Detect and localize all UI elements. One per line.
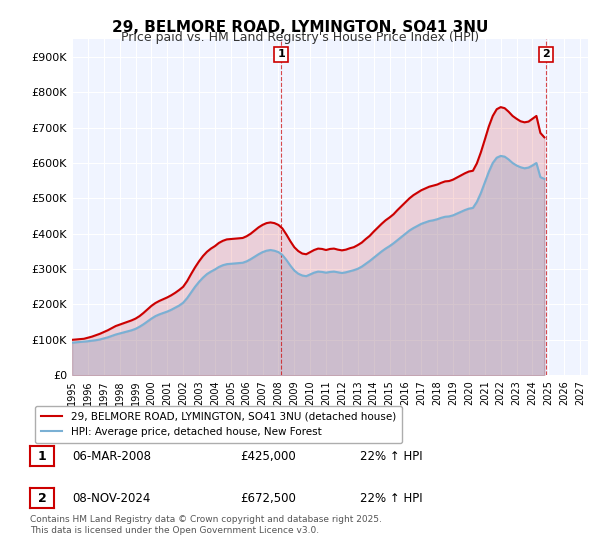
Legend: 29, BELMORE ROAD, LYMINGTON, SO41 3NU (detached house), HPI: Average price, deta: 29, BELMORE ROAD, LYMINGTON, SO41 3NU (d… (35, 405, 402, 444)
Text: 22% ↑ HPI: 22% ↑ HPI (360, 492, 422, 505)
Text: £672,500: £672,500 (240, 492, 296, 505)
Text: Price paid vs. HM Land Registry's House Price Index (HPI): Price paid vs. HM Land Registry's House … (121, 31, 479, 44)
Text: 1: 1 (38, 450, 46, 463)
Text: 1: 1 (277, 49, 285, 59)
Text: Contains HM Land Registry data © Crown copyright and database right 2025.
This d: Contains HM Land Registry data © Crown c… (30, 515, 382, 535)
Text: £425,000: £425,000 (240, 450, 296, 463)
Text: 06-MAR-2008: 06-MAR-2008 (72, 450, 151, 463)
Text: 22% ↑ HPI: 22% ↑ HPI (360, 450, 422, 463)
Text: 29, BELMORE ROAD, LYMINGTON, SO41 3NU: 29, BELMORE ROAD, LYMINGTON, SO41 3NU (112, 20, 488, 35)
Text: 2: 2 (542, 49, 550, 59)
Text: 2: 2 (38, 492, 46, 505)
Text: 08-NOV-2024: 08-NOV-2024 (72, 492, 151, 505)
